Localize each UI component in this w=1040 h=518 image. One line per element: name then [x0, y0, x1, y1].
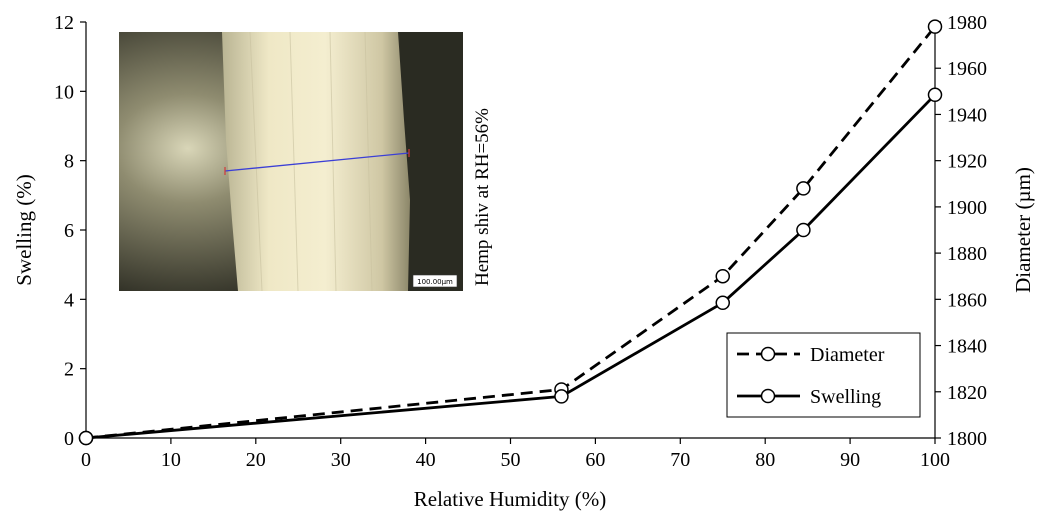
x-ticks: 0 10 20 30 40 50 60 70 80 90 100 — [81, 438, 950, 471]
y2-tick-label: 1920 — [947, 151, 987, 173]
y-tick-label: 0 — [64, 428, 74, 450]
y2-tick-label: 1900 — [947, 197, 987, 219]
y2-tick-label: 1980 — [947, 12, 987, 34]
x-tick-label: 10 — [161, 449, 181, 471]
x-tick-label: 90 — [840, 449, 860, 471]
left-y-ticks: 0 2 4 6 8 10 12 — [54, 12, 86, 450]
y-tick-label: 2 — [64, 359, 74, 381]
x-axis-title: Relative Humidity (%) — [414, 487, 606, 511]
swelling-point — [78, 430, 94, 446]
y-tick-label: 10 — [54, 81, 74, 103]
diameter-point — [796, 181, 811, 196]
diameter-point — [715, 268, 730, 284]
y-tick-label: 6 — [64, 220, 74, 242]
right-y-axis-title: Diameter (µm) — [1011, 167, 1035, 293]
x-tick-label: 0 — [81, 449, 91, 471]
series-layer — [78, 19, 943, 446]
legend-swelling-label: Swelling — [810, 386, 881, 408]
y-tick-label: 12 — [54, 12, 74, 34]
x-tick-label: 50 — [501, 449, 521, 471]
y2-tick-label: 1880 — [947, 243, 987, 265]
y2-tick-label: 1800 — [947, 428, 987, 450]
swelling-point — [715, 295, 730, 311]
legend: Diameter Swelling — [726, 332, 921, 418]
y-tick-label: 4 — [64, 289, 74, 311]
inset-micrograph: 100.00μm — [119, 32, 463, 291]
legend-diameter-marker — [760, 346, 776, 362]
scale-bar-box — [412, 274, 458, 288]
inset-label: Hemp shiv at RH=56% — [472, 108, 493, 286]
y2-tick-label: 1960 — [947, 58, 987, 80]
left-y-axis-title: Swelling (%) — [12, 174, 36, 285]
right-y-ticks: 1800 1820 1840 1860 1880 1900 1920 1940 1960 1980 — [935, 12, 987, 450]
y2-tick-label: 1820 — [947, 382, 987, 404]
legend-box — [726, 332, 921, 418]
swelling-point — [796, 222, 811, 238]
y2-tick-label: 1840 — [947, 336, 987, 358]
y2-tick-label: 1940 — [947, 104, 987, 126]
x-tick-label: 40 — [416, 449, 436, 471]
swelling-point — [927, 87, 943, 103]
scale-bar-label: 100.00μm — [417, 278, 453, 286]
x-tick-label: 100 — [920, 449, 950, 471]
x-tick-label: 80 — [755, 449, 775, 471]
measurement-line — [224, 152, 410, 172]
legend-swelling-marker — [760, 388, 776, 404]
diameter-point — [927, 19, 943, 34]
x-tick-label: 30 — [331, 449, 351, 471]
y-tick-label: 8 — [64, 151, 74, 173]
x-tick-label: 70 — [670, 449, 690, 471]
y2-tick-label: 1860 — [947, 289, 987, 311]
x-tick-label: 60 — [585, 449, 605, 471]
swelling-point — [554, 389, 569, 404]
legend-diameter-label: Diameter — [810, 344, 885, 366]
x-tick-label: 20 — [246, 449, 266, 471]
